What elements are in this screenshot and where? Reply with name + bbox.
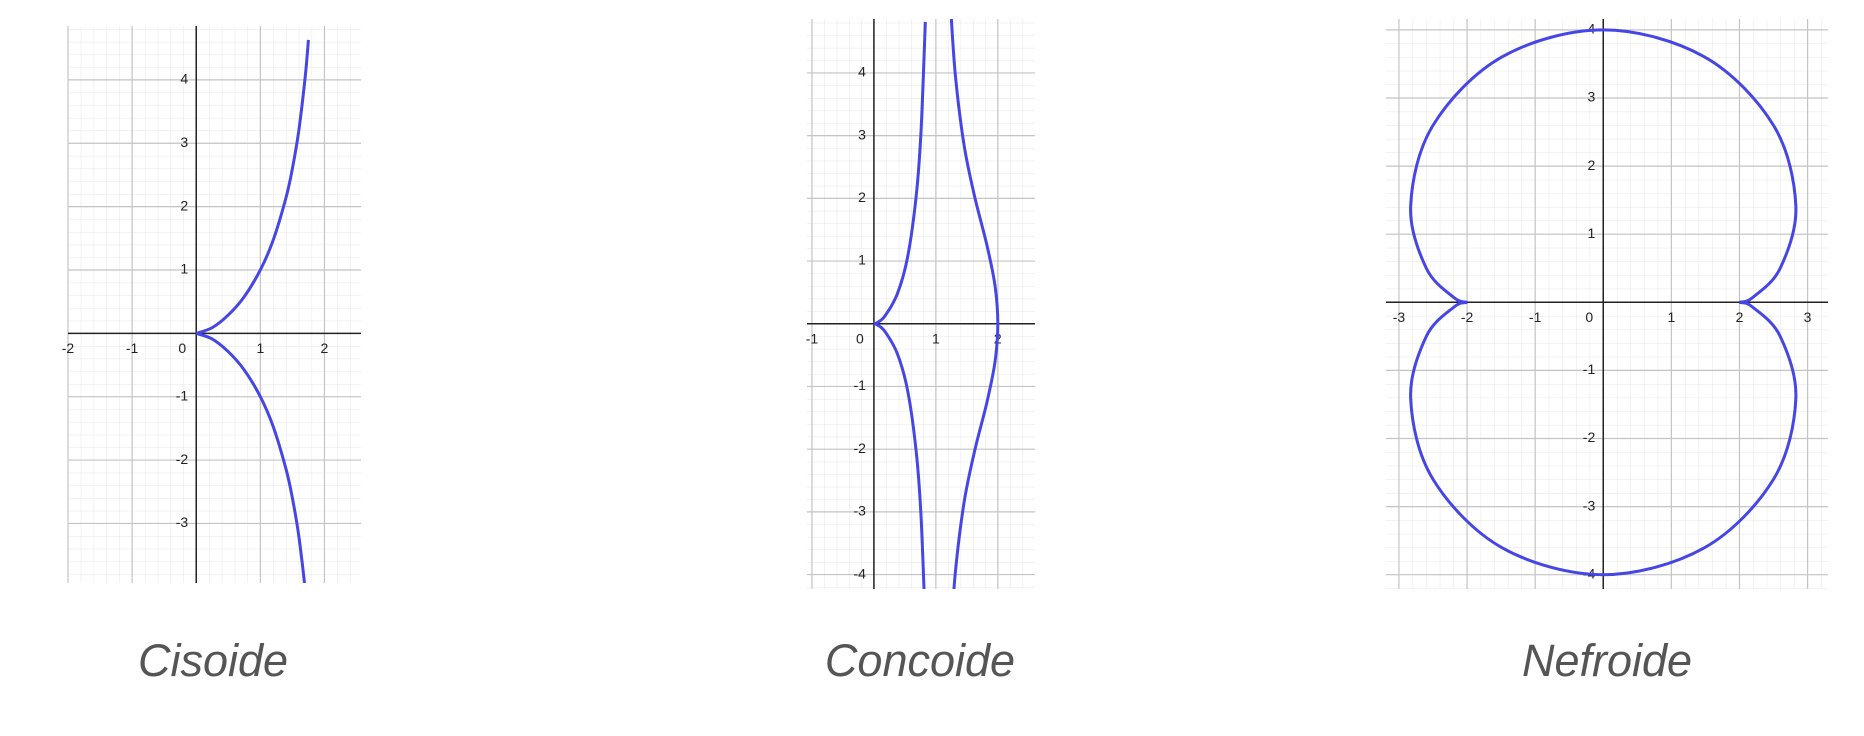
x-tick-label: 1 [1667, 309, 1675, 325]
y-tick-label: 3 [180, 134, 188, 150]
minor-grid [68, 26, 361, 583]
x-tick-label: 1 [932, 330, 940, 346]
y-tick-label: -4 [853, 565, 866, 581]
y-tick-label: 2 [858, 189, 866, 205]
y-tick-label: 1 [1587, 225, 1595, 241]
x-tick-label: 2 [321, 340, 329, 356]
y-tick-label: 4 [858, 64, 866, 80]
x-tick-label: 1 [256, 340, 264, 356]
x-tick-label: -3 [1393, 309, 1406, 325]
curve [195, 39, 310, 335]
chart-title: Nefroide [1522, 635, 1692, 686]
curve [195, 331, 306, 583]
y-tick-label: -1 [176, 387, 189, 403]
y-tick-label: -2 [853, 440, 866, 456]
chart-title: Concoide [825, 635, 1015, 686]
x-tick-label: -1 [1529, 309, 1542, 325]
y-tick-label: 2 [180, 197, 188, 213]
x-tick-label: 0 [856, 330, 864, 346]
curves [1409, 28, 1798, 577]
curve [1409, 300, 1798, 577]
x-tick-label: 3 [1804, 309, 1812, 325]
y-tick-label: 1 [180, 261, 188, 277]
x-tick-label: -1 [806, 330, 819, 346]
curve [873, 21, 927, 326]
x-tick-label: -2 [1461, 309, 1474, 325]
y-tick-label: -3 [1583, 497, 1596, 513]
curves [195, 39, 310, 583]
y-tick-label: 1 [858, 252, 866, 268]
y-tick-label: -1 [853, 377, 866, 393]
x-tick-label: -2 [62, 340, 75, 356]
y-tick-label: 3 [1587, 89, 1595, 105]
curves [873, 19, 1000, 589]
y-tick-label: 3 [858, 126, 866, 142]
curve [949, 19, 1000, 589]
x-tick-label: 2 [1736, 309, 1744, 325]
chart-title: Cisoide [138, 635, 288, 686]
y-tick-label: -2 [176, 451, 189, 467]
y-tick-label: -1 [1583, 361, 1596, 377]
y-tick-label: -3 [176, 514, 189, 530]
x-tick-label: -1 [126, 340, 139, 356]
curve [873, 322, 926, 589]
y-tick-label: 4 [1587, 21, 1595, 37]
curve [1409, 28, 1798, 304]
x-tick-label: 0 [1585, 309, 1593, 325]
y-tick-label: 2 [1587, 157, 1595, 173]
y-tick-label: -3 [853, 503, 866, 519]
x-tick-label: 0 [178, 340, 186, 356]
y-tick-label: 4 [180, 71, 188, 87]
chart: -2 -1 0 1 2 -3 -2 -1 1 2 3 4 Cisoide [62, 26, 361, 686]
y-tick-label: -2 [1583, 429, 1596, 445]
